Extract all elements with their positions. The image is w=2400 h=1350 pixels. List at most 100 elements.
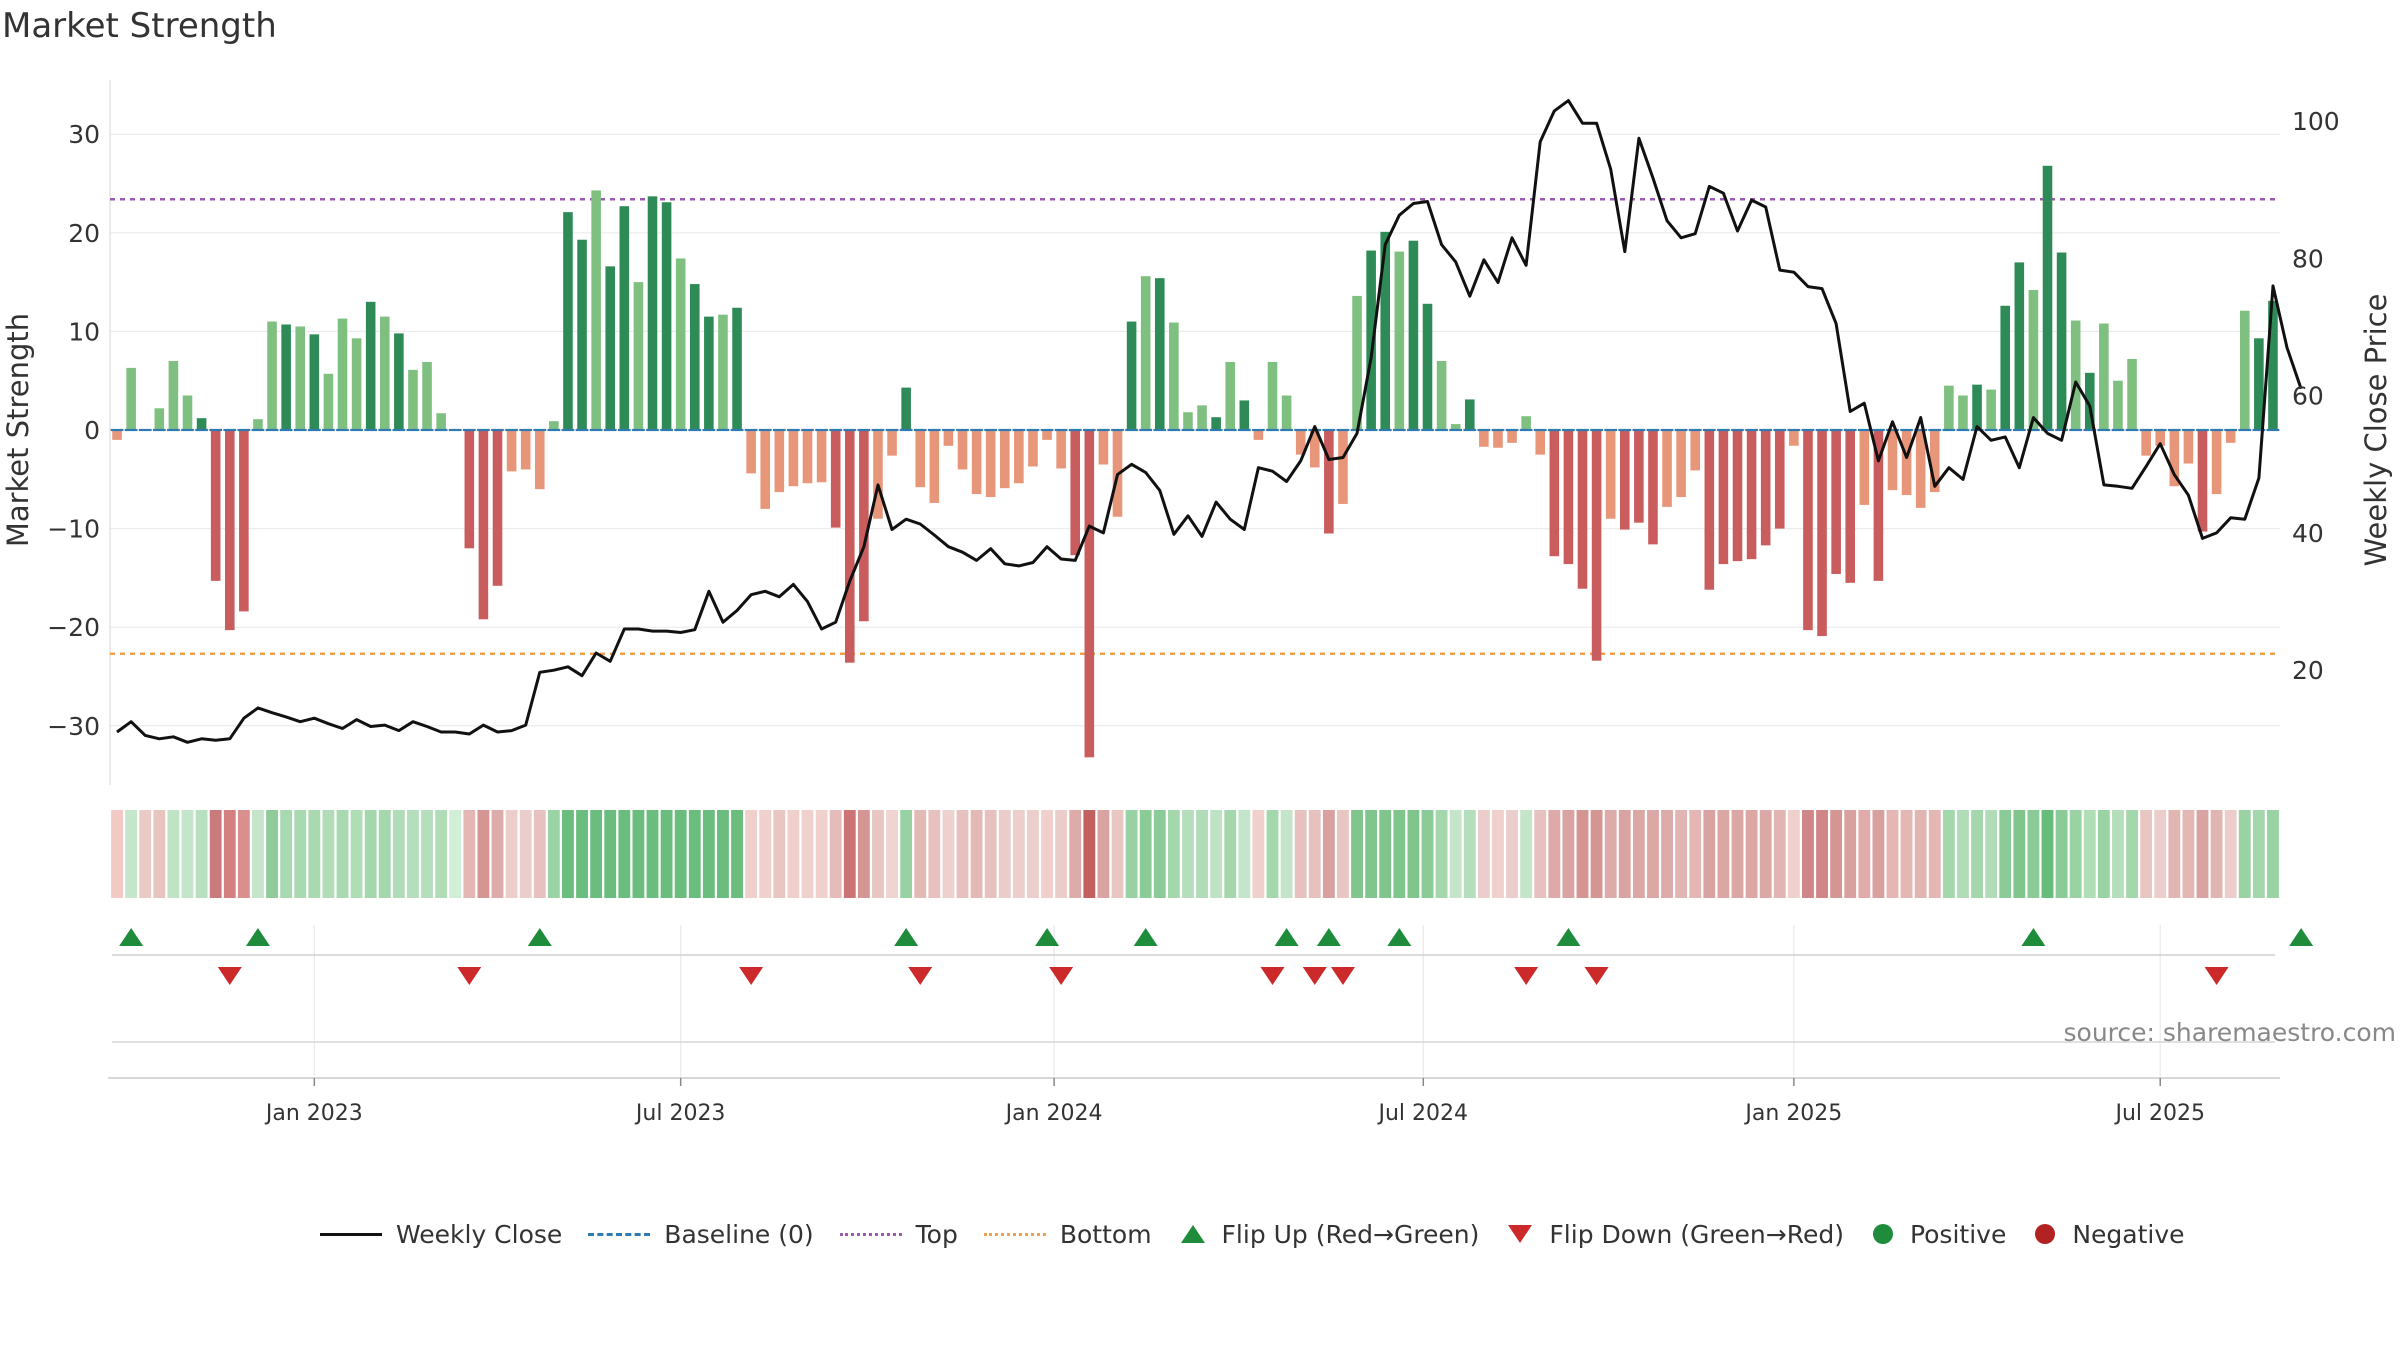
strength-bar <box>816 430 827 483</box>
strength-bar <box>1549 430 1560 557</box>
strength-bar <box>295 326 306 430</box>
score-cell <box>1463 810 1476 898</box>
score-cell <box>773 810 786 898</box>
strength-bar <box>309 334 320 430</box>
strength-bar <box>506 430 517 472</box>
score-cell <box>2013 810 2026 898</box>
strength-bar <box>1042 430 1052 440</box>
strength-bar <box>1479 430 1489 447</box>
score-cell <box>1055 810 1068 898</box>
strength-bar <box>1774 430 1785 529</box>
score-cell <box>1914 810 1927 898</box>
score-cell <box>2252 810 2265 898</box>
score-cell <box>2238 810 2251 898</box>
legend-item-baseline: Baseline (0) <box>588 1220 814 1249</box>
legend-item-flip-up: Flip Up (Red→Green) <box>1178 1220 1479 1249</box>
strength-bar <box>1464 399 1475 430</box>
strength-bar <box>689 284 700 430</box>
score-cell <box>1548 810 1561 898</box>
flip-up-marker <box>2021 928 2046 946</box>
score-cell <box>167 810 180 898</box>
y-axis-ticks: 30 20 10 0 −10 −20 −30 <box>47 120 100 741</box>
legend-item-flip-down: Flip Down (Green→Red) <box>1505 1220 1844 1249</box>
strength-bar <box>281 324 291 430</box>
strength-bar <box>2014 262 2025 430</box>
flip-up-marker <box>527 928 552 946</box>
score-cell <box>2027 810 2040 898</box>
strength-bar <box>957 430 968 470</box>
strength-bar <box>1563 430 1574 565</box>
flip-down-marker <box>1330 967 1355 985</box>
score-cell <box>1182 810 1194 898</box>
strength-bar <box>1845 430 1856 583</box>
strength-bar <box>704 316 714 430</box>
score-cell <box>2069 810 2082 898</box>
strength-bar <box>1225 361 1236 430</box>
strength-bar <box>929 430 940 503</box>
strength-bar <box>1140 276 1151 430</box>
flip-up-marker <box>1133 928 1158 946</box>
score-cell <box>308 810 321 898</box>
strength-bar <box>2254 338 2264 430</box>
score-cell <box>1196 810 1208 898</box>
score-cell <box>942 810 955 898</box>
chart-title: Market Strength <box>2 6 277 46</box>
strength-bar <box>1619 430 1630 530</box>
triangle-down-icon <box>1505 1222 1535 1246</box>
score-cell <box>1506 810 1518 898</box>
strength-bar <box>1676 430 1686 498</box>
strength-bar <box>365 301 376 430</box>
strength-bar <box>267 321 277 430</box>
flip-up-marker <box>1556 928 1581 946</box>
y2-tick-label: 100 <box>2292 107 2340 136</box>
strength-bar <box>1070 430 1081 556</box>
strength-bar <box>774 430 785 493</box>
score-cell <box>1252 810 1265 898</box>
score-cell <box>604 810 617 898</box>
score-cell <box>1393 810 1406 898</box>
strength-bar <box>563 212 573 430</box>
x-axis-ticks: Jan 2023 Jul 2023 Jan 2024 Jul 2024 Jan 2025… <box>264 1078 2205 1126</box>
strength-bar <box>746 430 756 474</box>
strength-bar <box>196 418 207 430</box>
strength-bar <box>126 367 136 430</box>
score-cell <box>1999 810 2012 898</box>
score-cell <box>872 810 884 898</box>
circle-icon <box>2032 1221 2058 1247</box>
flip-down-marker <box>2204 967 2229 985</box>
score-cell <box>1900 810 1913 898</box>
score-cell <box>674 810 687 898</box>
score-cell <box>1759 810 1772 898</box>
score-cell <box>1661 810 1673 898</box>
score-cell <box>153 810 166 898</box>
score-cell <box>2140 810 2153 898</box>
score-cell <box>590 810 603 898</box>
flip-up-marker <box>1316 928 1341 946</box>
score-cell <box>2210 810 2223 898</box>
score-cell <box>1520 810 1533 898</box>
score-cell <box>1816 810 1828 898</box>
y2-axis-label: Weekly Close Price <box>2359 294 2393 567</box>
score-cell <box>1266 810 1279 898</box>
strength-bar <box>2028 290 2039 430</box>
strength-bar <box>2225 430 2236 443</box>
y-tick-label: −10 <box>47 515 100 544</box>
x-tick-label: Jul 2024 <box>1377 1101 1469 1126</box>
strength-bar <box>1197 405 1207 430</box>
strength-bar <box>1732 430 1743 562</box>
score-cell <box>1238 810 1251 898</box>
strength-bar <box>323 373 334 430</box>
strength-bar <box>901 387 911 430</box>
score-cell <box>1534 810 1547 898</box>
score-cell <box>1604 810 1617 898</box>
strength-bar <box>253 419 263 430</box>
strength-bar <box>520 430 531 470</box>
score-cell <box>1787 810 1800 898</box>
flip-down-marker <box>1260 967 1285 985</box>
score-cell <box>505 810 518 898</box>
strength-bar <box>844 430 855 663</box>
score-cell <box>111 810 123 898</box>
strength-bar <box>859 430 869 622</box>
score-cell <box>392 810 405 898</box>
score-cell <box>970 810 983 898</box>
